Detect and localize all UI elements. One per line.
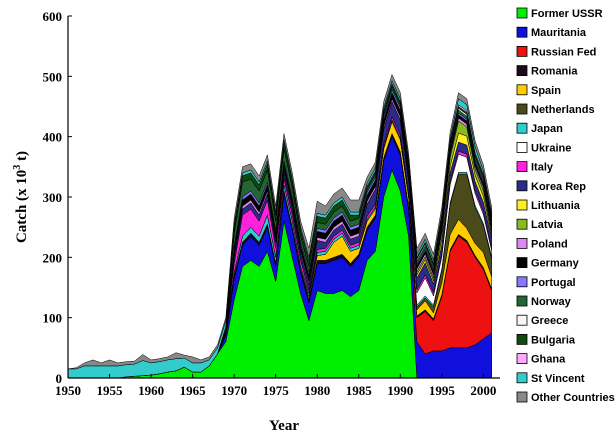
y-axis-title: Catch (x 103 t) bbox=[12, 151, 30, 243]
legend-item-former-ussr: Former USSR bbox=[516, 7, 603, 20]
legend-label: St Vincent bbox=[531, 373, 585, 385]
legend-swatch bbox=[516, 295, 528, 307]
legend-item-lithuania: Lithuania bbox=[516, 199, 581, 212]
chart-areas bbox=[67, 74, 492, 379]
legend-item-bulgaria: Bulgaria bbox=[516, 333, 576, 346]
x-tick-label: 1975 bbox=[263, 383, 290, 398]
x-tick-label: 1995 bbox=[429, 383, 456, 398]
legend-swatch bbox=[516, 103, 528, 115]
x-tick-label: 1980 bbox=[304, 383, 330, 398]
legend-swatch bbox=[516, 391, 528, 403]
x-tick-label: 2000 bbox=[470, 383, 496, 398]
y-tick-label: 400 bbox=[43, 130, 63, 145]
legend-label: Japan bbox=[531, 123, 563, 135]
legend-swatch bbox=[516, 161, 528, 173]
legend-item-netherlands: Netherlands bbox=[516, 103, 595, 116]
y-tick-label: 500 bbox=[43, 69, 63, 84]
x-tick-label: 1965 bbox=[180, 383, 207, 398]
legend-item-mauritania: Mauritania bbox=[516, 26, 587, 39]
legend-swatch bbox=[516, 237, 528, 249]
legend-swatch bbox=[516, 65, 528, 76]
legend-item-ghana: Ghana bbox=[516, 353, 566, 366]
legend-label: Italy bbox=[531, 162, 554, 174]
legend-label: Norway bbox=[531, 296, 572, 308]
y-tick-label: 200 bbox=[43, 250, 63, 265]
chart-axes: 1950 1955 1960 1965 1970 1975 1980 1985 1990 1995… bbox=[43, 9, 500, 398]
legend-label: Former USSR bbox=[531, 8, 603, 20]
legend-swatch bbox=[516, 7, 528, 19]
x-axis-ticks: 1950 1955 1960 1965 1970 1975 1980 1985 1990 1995… bbox=[55, 374, 496, 398]
legend-label: Netherlands bbox=[531, 104, 595, 116]
legend-swatch bbox=[516, 199, 528, 211]
legend-label: Ghana bbox=[531, 354, 566, 366]
legend-swatch bbox=[516, 218, 528, 230]
legend-item-portugal: Portugal bbox=[516, 276, 576, 289]
legend-swatch bbox=[516, 314, 528, 326]
y-axis-ticks: 0 100 200 300 400 500 600 bbox=[43, 9, 72, 386]
legend-label: Spain bbox=[531, 85, 561, 97]
y-tick-label: 600 bbox=[43, 9, 63, 24]
legend-swatch bbox=[516, 372, 528, 384]
legend-item-ukraine: Ukraine bbox=[516, 141, 571, 154]
legend-item-greece: Greece bbox=[516, 314, 568, 327]
y-tick-label: 0 bbox=[56, 371, 63, 386]
legend-item-germany: Germany bbox=[516, 257, 580, 270]
legend-item-japan: Japan bbox=[516, 122, 563, 135]
legend-label: Mauritania bbox=[531, 27, 587, 39]
legend-swatch bbox=[516, 257, 528, 269]
legend-item-romania: Romania bbox=[516, 65, 578, 78]
legend-swatch bbox=[516, 333, 528, 345]
legend-swatch bbox=[516, 180, 528, 192]
legend-swatch bbox=[516, 46, 528, 57]
legend-item-korea-rep: Korea Rep bbox=[516, 180, 586, 193]
x-tick-label: 1985 bbox=[346, 383, 373, 398]
legend-item-other-countries: Other Countries bbox=[516, 391, 615, 404]
y-tick-label: 300 bbox=[43, 190, 63, 205]
legend-swatch bbox=[516, 26, 528, 38]
legend-label: Ukraine bbox=[531, 142, 571, 154]
legend-swatch bbox=[516, 353, 528, 365]
legend-item-latvia: Latvia bbox=[516, 218, 564, 231]
legend-swatch bbox=[516, 141, 528, 153]
legend-label: Bulgaria bbox=[531, 334, 576, 346]
legend-swatch bbox=[516, 276, 528, 288]
x-tick-label: 1970 bbox=[221, 383, 247, 398]
y-tick-label: 100 bbox=[43, 311, 63, 326]
legend-label: Poland bbox=[531, 238, 568, 250]
legend-item-russian-fed: Russian Fed bbox=[516, 46, 596, 58]
legend-label: Russian Fed bbox=[531, 46, 596, 58]
x-tick-label: 1990 bbox=[387, 383, 413, 398]
legend-label: Latvia bbox=[531, 219, 564, 231]
legend-item-poland: Poland bbox=[516, 237, 568, 250]
legend-label: Greece bbox=[531, 315, 568, 327]
area-other-countries bbox=[67, 74, 492, 370]
legend-item-st-vincent: St Vincent bbox=[516, 372, 585, 385]
chart-legend: Former USSR Mauritania Russian Fed Romania S… bbox=[516, 7, 615, 404]
legend-swatch bbox=[516, 122, 528, 134]
x-axis-title: Year bbox=[269, 418, 299, 434]
x-tick-label: 1955 bbox=[97, 383, 124, 398]
legend-label: Germany bbox=[531, 258, 580, 270]
legend-item-norway: Norway bbox=[516, 295, 572, 308]
legend-label: Korea Rep bbox=[531, 181, 586, 193]
legend-label: Other Countries bbox=[531, 392, 615, 404]
x-tick-label: 1960 bbox=[138, 383, 164, 398]
legend-item-spain: Spain bbox=[516, 84, 561, 97]
legend-swatch bbox=[516, 84, 528, 96]
legend-item-italy: Italy bbox=[516, 161, 554, 174]
legend-label: Romania bbox=[531, 66, 578, 78]
legend-label: Portugal bbox=[531, 277, 576, 289]
legend-label: Lithuania bbox=[531, 200, 581, 212]
x-tick-label: 1950 bbox=[55, 383, 81, 398]
